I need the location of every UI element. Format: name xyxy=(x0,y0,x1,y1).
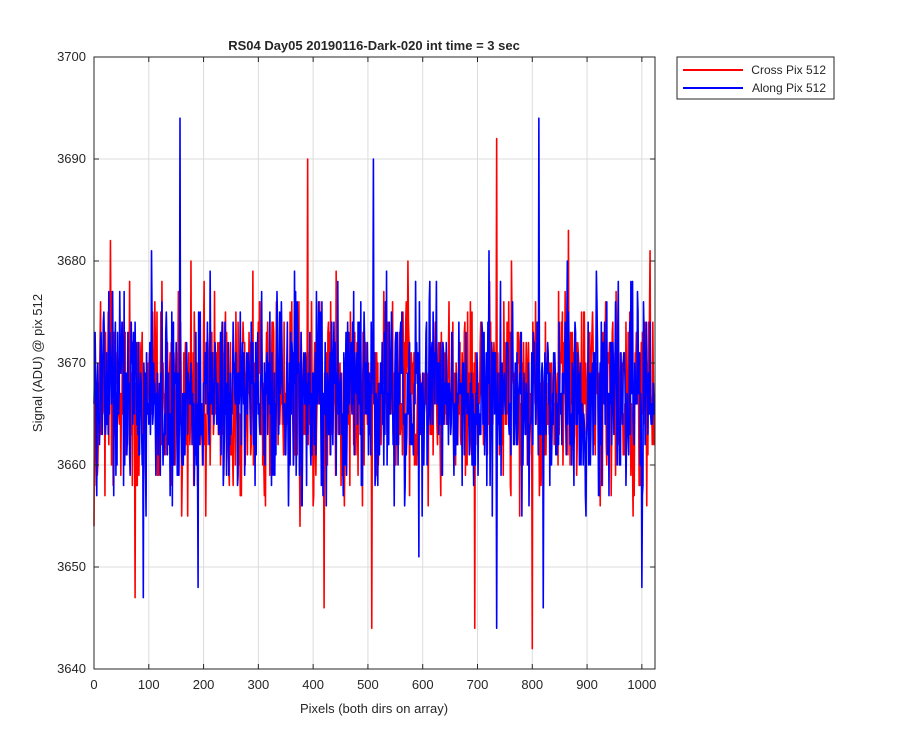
y-tick-label: 3690 xyxy=(57,151,86,166)
legend: Cross Pix 512 Along Pix 512 xyxy=(676,56,835,100)
x-tick-label: 300 xyxy=(248,677,270,692)
legend-box xyxy=(676,56,835,100)
legend-label-along: Along Pix 512 xyxy=(752,81,826,95)
series-line-along-pix-512 xyxy=(93,117,655,629)
x-tick-label: 700 xyxy=(467,677,489,692)
x-axis-label: Pixels (both dirs on array) xyxy=(300,701,448,716)
x-tick-label: 600 xyxy=(412,677,434,692)
x-tick-label: 0 xyxy=(90,677,97,692)
x-tick-label: 800 xyxy=(521,677,543,692)
x-tick-label: 100 xyxy=(138,677,160,692)
axis-ticks: 0 100 200 300 400 500 600 700 800 900 1000 3640 3650… xyxy=(57,49,656,692)
y-axis-label: Signal (ADU) @ pix 512 xyxy=(30,294,45,432)
x-tick-label: 1000 xyxy=(627,677,656,692)
y-tick-label: 3640 xyxy=(57,661,86,676)
x-tick-label: 500 xyxy=(357,677,379,692)
x-tick-label: 400 xyxy=(302,677,324,692)
series-lines xyxy=(93,117,656,650)
x-tick-label: 900 xyxy=(576,677,598,692)
y-tick-label: 3680 xyxy=(57,253,86,268)
chart-title: RS04 Day05 20190116-Dark-020 int time = … xyxy=(228,38,520,53)
x-tick-label: 200 xyxy=(193,677,215,692)
y-tick-label: 3650 xyxy=(57,559,86,574)
y-tick-label: 3670 xyxy=(57,355,86,370)
y-tick-label: 3700 xyxy=(57,49,86,64)
legend-label-cross: Cross Pix 512 xyxy=(751,63,826,77)
y-tick-label: 3660 xyxy=(57,457,86,472)
